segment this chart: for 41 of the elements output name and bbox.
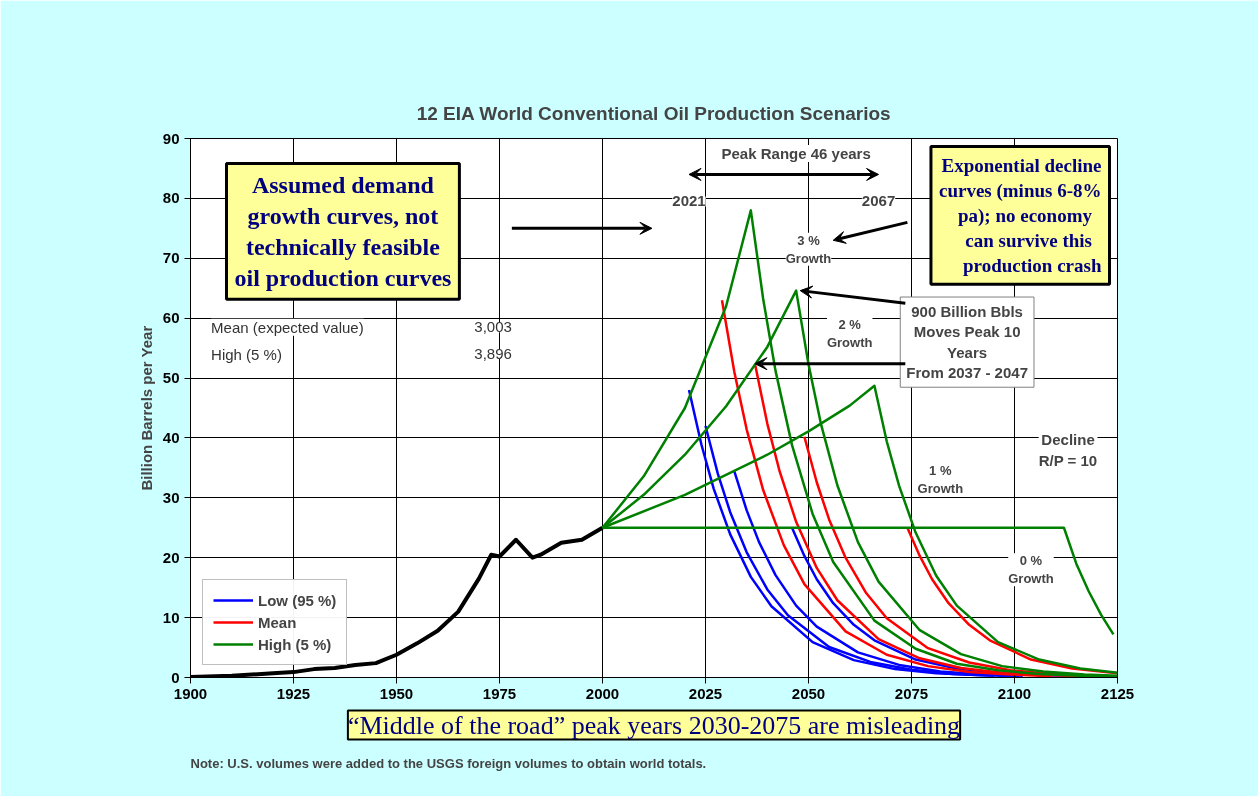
y-tick-label: 90 [162, 129, 180, 147]
x-tick-label: 2025 [688, 684, 723, 702]
x-tick-label: 2125 [1100, 684, 1135, 702]
y-tick-label: 0 [171, 668, 180, 686]
y-tick-label: 50 [162, 369, 180, 387]
annotation: 1 % Growth [917, 463, 964, 497]
y-tick-label: 10 [162, 608, 180, 626]
x-tick-label: 2100 [997, 684, 1032, 702]
y-tick-label: 30 [162, 488, 180, 506]
x-tick-label: 2050 [791, 684, 826, 702]
annotation: 3,003 [474, 318, 512, 336]
x-tick-label: 2000 [585, 684, 620, 702]
annotation: Exponential decline curves (minus 6-8% pa); no economy can survive this production crash [938, 154, 1102, 277]
annotation: Assumed demand growth curves, not technically feasible oil production curves [234, 171, 452, 292]
x-tick-label: 1900 [173, 684, 208, 702]
annotation: 2 % Growth [826, 316, 873, 350]
annotation: 2021 [672, 192, 706, 210]
annotation: High (5 %) [211, 345, 282, 363]
y-tick-label: 70 [162, 249, 180, 267]
x-tick-label: 1950 [379, 684, 414, 702]
text: Note: U.S. volumes were added to the USGS foreign volumes to obtain world totals. [190, 755, 707, 771]
annotation: 3 % Growth [785, 232, 832, 266]
annotation: 0 % Growth [1008, 553, 1054, 587]
y-tick-label: 40 [162, 428, 180, 446]
annotation: Decline R/P = 10 [1038, 431, 1098, 469]
y-tick-label: 20 [162, 548, 180, 566]
chart-title: 12 EIA World Conventional Oil Production Scenarios [416, 102, 891, 124]
y-tick-label: 80 [162, 189, 180, 207]
annotation: Mean (expected value) [211, 318, 364, 336]
x-tick-label: 1925 [276, 684, 311, 702]
y-tick-label: 60 [162, 309, 180, 327]
annotation: 2067 [861, 192, 896, 210]
annotation: 900 Billion Bbls Moves Peak 10 Years From 2037 - 2047 [906, 303, 1028, 382]
legend-label: Mean [258, 613, 297, 631]
legend-label: Low (95 %) [258, 591, 337, 609]
x-tick-label: 1975 [482, 684, 517, 702]
y-axis-title: Billion Barrels per Year [137, 325, 155, 491]
annotation: 3,896 [474, 345, 512, 363]
annotation: Peak Range 46 years [721, 144, 871, 162]
legend-label: High (5 %) [258, 635, 332, 653]
x-tick-label: 2075 [894, 684, 929, 702]
